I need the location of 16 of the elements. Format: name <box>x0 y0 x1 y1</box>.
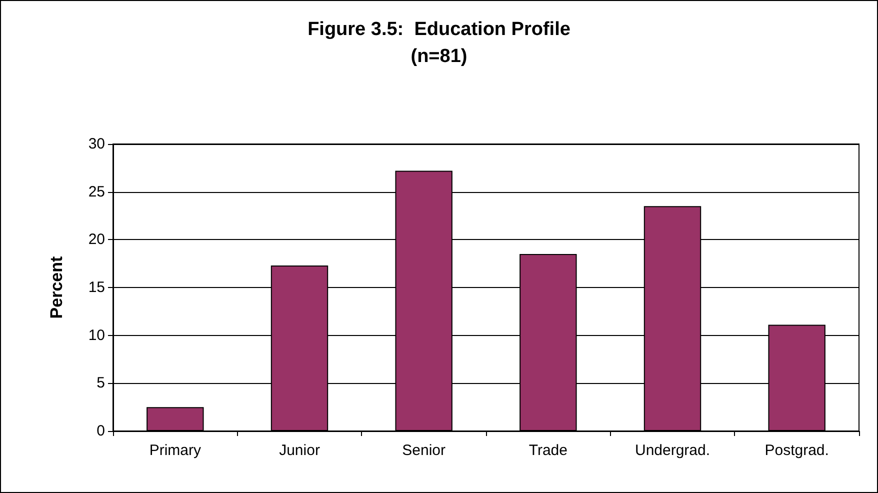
y-tick-label: 0 <box>96 422 105 440</box>
y-tick-label: 30 <box>88 136 105 152</box>
x-tick-label: Undergrad. <box>634 442 710 459</box>
y-tick-label: 5 <box>96 374 105 392</box>
x-tick-label: Trade <box>528 442 568 459</box>
x-tick-label: Junior <box>279 442 320 459</box>
y-tick-label: 10 <box>88 326 105 344</box>
y-axis-title: Percent <box>47 256 66 319</box>
chart-title: Figure 3.5: Education Profile <box>308 19 570 40</box>
chart-subtitle: (n=81) <box>410 46 468 67</box>
x-tick-label: Senior <box>402 442 446 459</box>
y-tick-label: 25 <box>88 183 105 200</box>
x-tick-label: Postgrad. <box>764 442 829 459</box>
y-tick-label: 15 <box>88 279 105 296</box>
x-tick-label: Primary <box>149 442 202 459</box>
y-tick-label: 20 <box>88 231 105 248</box>
